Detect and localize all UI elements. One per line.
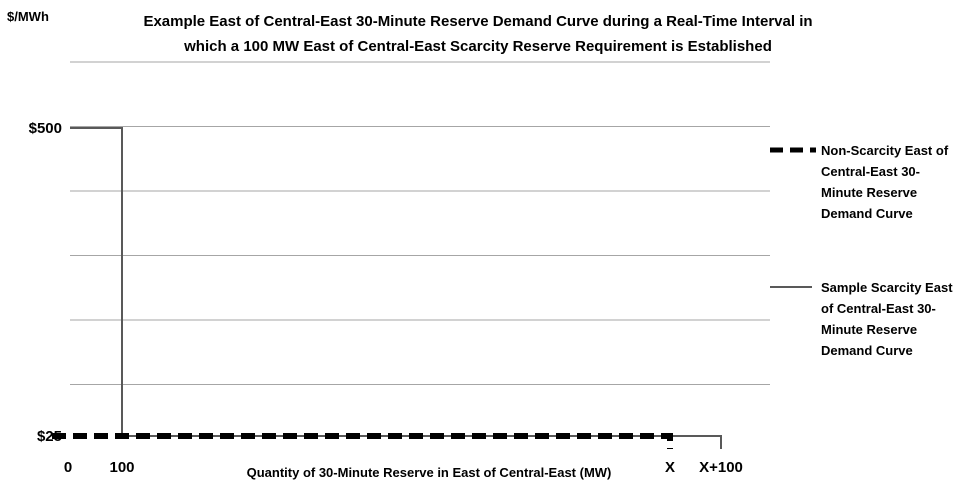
legend-label: Central-East 30- [821,164,920,179]
legend-label: Non-Scarcity East of [821,143,949,158]
legend: Non-Scarcity East of Central-East 30- Minu… [770,143,953,358]
x-tick-labels: 0 100 X X+100 [64,459,743,476]
series-line-non-scarcity [52,433,673,449]
series-lines [52,127,722,449]
y-tick-label: $500 [29,120,62,137]
x-tick-label: X+100 [699,459,743,476]
chart-title-line-2: which a 100 MW East of Central-East Scar… [183,38,772,55]
legend-label: Sample Scarcity East [821,280,953,295]
x-tick-label: 0 [64,459,72,476]
y-tick-label: $25 [37,428,62,445]
series-line-scarcity [70,127,722,449]
legend-label: Minute Reserve [821,185,917,200]
legend-label: Demand Curve [821,343,913,358]
x-tick-label: X [665,459,675,476]
x-axis-label: Quantity of 30-Minute Reserve in East of… [247,465,612,480]
chart-title-line-1: Example East of Central-East 30-Minute R… [143,13,812,30]
legend-label: Minute Reserve [821,322,917,337]
legend-label: Demand Curve [821,206,913,221]
x-tick-label: 100 [109,459,134,476]
legend-label: of Central-East 30- [821,301,936,316]
grid-lines [70,61,770,385]
y-tick-labels: $500 $25 [29,120,62,445]
y-axis-unit-label: $/MWh [7,9,49,24]
